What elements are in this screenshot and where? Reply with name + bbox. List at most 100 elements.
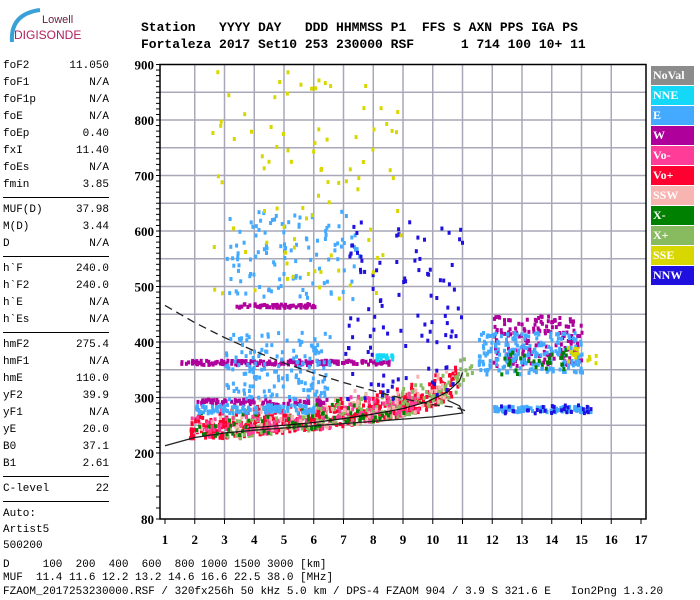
data-point-e: [260, 367, 264, 372]
data-point-e: [244, 291, 248, 296]
data-point-e: [280, 350, 284, 355]
legend-w-swatch: W: [651, 126, 694, 145]
data-point-e: [314, 392, 318, 397]
data-point-nnw: [416, 235, 420, 240]
data-point-sse: [220, 180, 224, 185]
legend-vo-swatch: Vo+: [651, 166, 694, 185]
data-point-e: [304, 236, 308, 241]
data-point-e: [263, 230, 267, 235]
data-point-w: [537, 316, 541, 320]
data-point-w: [569, 341, 573, 346]
data-point-nnw: [420, 333, 424, 338]
data-point-x: [236, 427, 240, 432]
data-point-vo: [387, 416, 391, 421]
data-point-sse: [337, 180, 341, 185]
data-point-e: [240, 350, 244, 355]
data-point-nnw: [381, 393, 384, 398]
data-point-vo: [311, 417, 315, 422]
data-point-e: [535, 352, 539, 357]
data-point-ssw: [352, 401, 356, 406]
data-point-e: [311, 376, 315, 381]
data-point-vo: [252, 422, 256, 427]
data-point-nnw: [560, 408, 564, 413]
data-point-x: [444, 385, 447, 390]
data-point-e: [527, 370, 531, 375]
data-point-e: [257, 227, 261, 232]
data-point-nnw: [367, 307, 371, 312]
data-point-nnw: [390, 384, 394, 389]
data-point-e: [262, 389, 266, 394]
data-point-e: [327, 359, 331, 364]
data-point-vo: [378, 406, 381, 411]
data-point-e: [494, 331, 498, 336]
data-point-w: [278, 305, 282, 310]
data-point-ssw: [392, 405, 396, 410]
data-point-sse: [291, 274, 295, 279]
data-point-sse: [250, 129, 253, 134]
param-row: D N/A: [3, 236, 109, 253]
data-point-nnw: [377, 382, 381, 387]
data-point-x: [457, 372, 461, 376]
data-point-e: [237, 389, 241, 394]
legend-nnw-swatch: NNW: [651, 266, 694, 285]
data-point-e: [262, 247, 266, 252]
data-point-e: [248, 407, 251, 412]
data-point-w: [559, 342, 563, 347]
param-name: h`F: [3, 263, 23, 275]
data-point-w: [264, 397, 268, 402]
param-row: hmE 110.0: [3, 371, 109, 388]
data-point-vo: [367, 405, 371, 410]
data-point-e: [295, 354, 298, 359]
data-point-e: [484, 368, 487, 373]
data-point-vo: [370, 416, 374, 421]
data-point-e: [555, 408, 559, 413]
data-point-nnw: [369, 345, 372, 350]
data-point-e: [304, 291, 308, 296]
data-point-w: [294, 305, 298, 310]
data-point-nnw: [446, 305, 450, 310]
data-point-nnw: [535, 408, 539, 412]
data-point-x: [316, 405, 320, 410]
separator: [3, 256, 109, 257]
data-point-w: [494, 347, 497, 351]
data-point-w: [568, 356, 572, 361]
data-point-nnw: [418, 256, 422, 261]
data-point-vo: [331, 417, 335, 422]
data-point-ssw: [436, 372, 440, 377]
data-point-e: [201, 404, 205, 409]
data-point-sse: [381, 253, 385, 258]
data-point-vo: [373, 399, 377, 404]
data-point-x: [266, 430, 270, 435]
data-point-e: [340, 237, 344, 242]
data-point-w: [540, 321, 544, 326]
data-point-nnw: [460, 315, 463, 320]
data-point-sse: [325, 137, 329, 142]
data-point-ssw: [240, 415, 244, 420]
data-point-vo: [349, 414, 353, 419]
data-point-vo: [218, 428, 222, 433]
data-point-vo: [339, 397, 343, 401]
data-point-x: [231, 431, 235, 436]
data-point-w: [230, 399, 234, 404]
y-tick-label: 700: [135, 169, 155, 184]
data-point-e: [316, 238, 319, 243]
data-point-x: [320, 418, 324, 423]
data-point-e: [574, 362, 578, 367]
data-point-e: [298, 294, 302, 299]
data-point-vo: [247, 432, 250, 437]
data-point-e: [231, 367, 235, 372]
data-point-vo: [208, 429, 212, 434]
data-point-x: [515, 372, 519, 376]
data-point-w: [243, 302, 247, 307]
data-point-w: [311, 304, 315, 309]
data-point-w: [180, 361, 184, 366]
data-point-sse: [221, 291, 224, 296]
data-point-e: [203, 405, 206, 410]
data-point-e: [531, 409, 534, 413]
param-name: yE: [3, 424, 17, 436]
data-point-e: [336, 257, 340, 262]
param-row: h`F 240.0: [3, 261, 109, 278]
data-point-w: [371, 360, 375, 365]
data-point-e: [556, 351, 559, 356]
data-point-w: [291, 303, 295, 308]
